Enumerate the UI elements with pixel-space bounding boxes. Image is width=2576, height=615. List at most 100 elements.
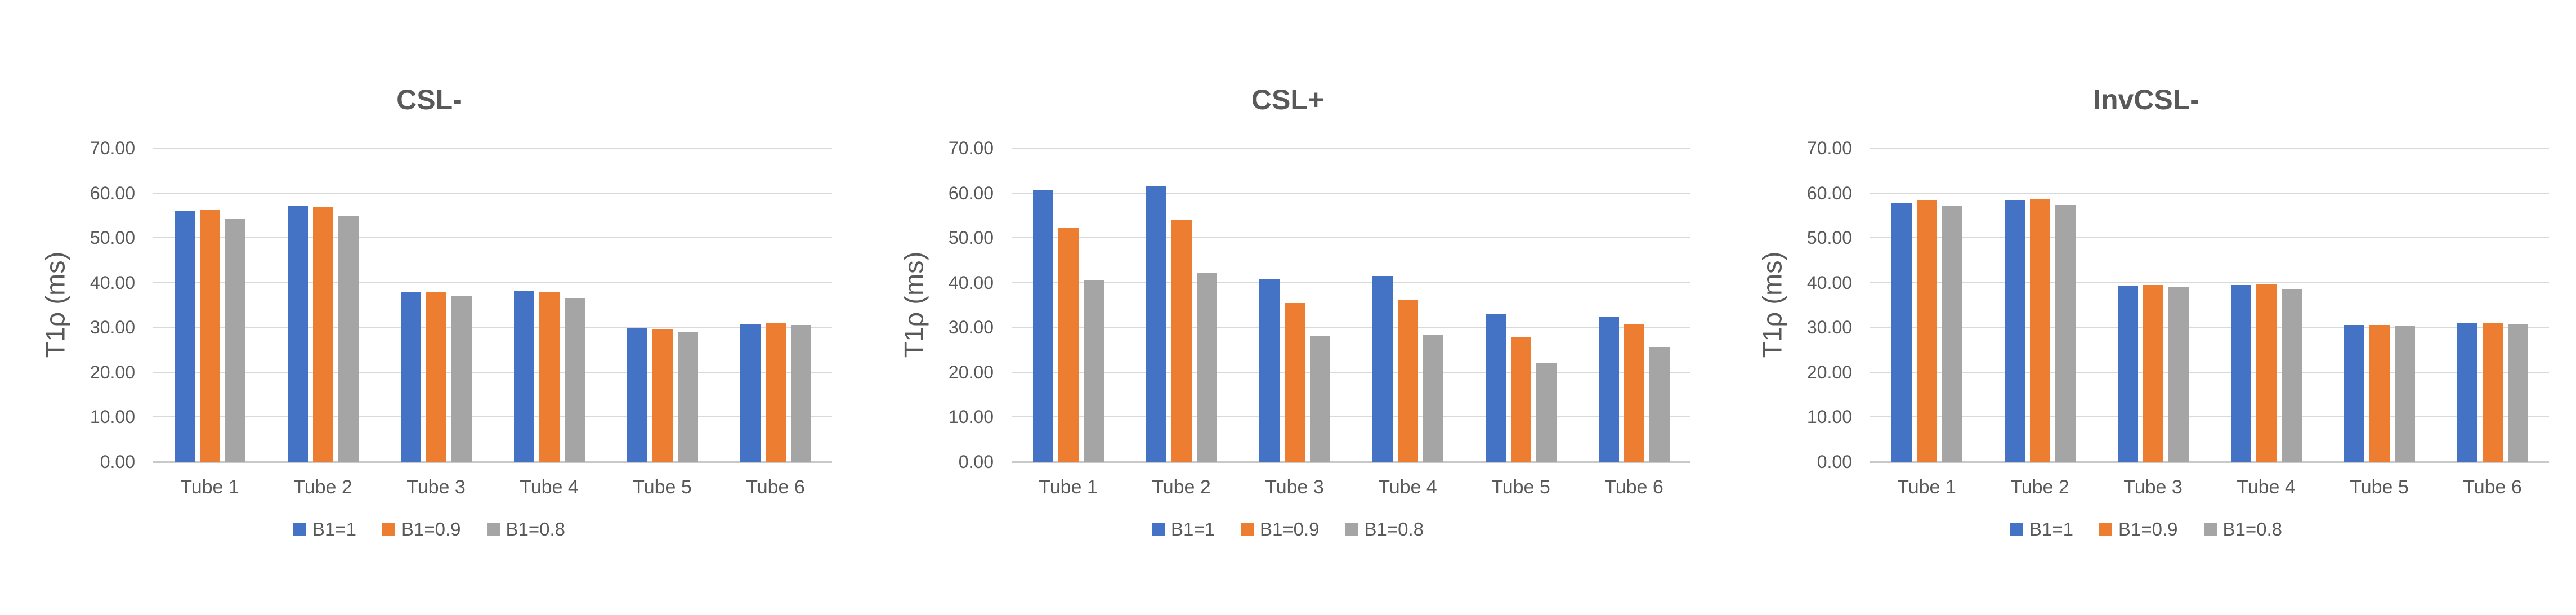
x-category-label: Tube 1 bbox=[1897, 476, 1956, 498]
y-tick-label: 10.00 bbox=[948, 407, 994, 427]
x-category-label: Tube 6 bbox=[746, 476, 805, 498]
legend-label: B1=0.8 bbox=[1364, 519, 1424, 540]
chart-title: CSL- bbox=[396, 84, 462, 115]
gridline bbox=[1870, 193, 2549, 194]
x-axis-line bbox=[1870, 461, 2549, 463]
gridline bbox=[1012, 193, 1690, 194]
x-category-label: Tube 1 bbox=[180, 476, 239, 498]
legend-label: B1=1 bbox=[1170, 519, 1215, 540]
y-tick-label: 50.00 bbox=[1806, 228, 1852, 248]
bar bbox=[1259, 279, 1280, 462]
legend-label: B1=0.8 bbox=[2222, 519, 2283, 540]
x-category-label: Tube 3 bbox=[406, 476, 466, 498]
y-tick-label: 30.00 bbox=[1806, 317, 1852, 337]
bar bbox=[740, 324, 761, 462]
bar bbox=[2231, 285, 2251, 462]
legend-item: B1=0.9 bbox=[2099, 519, 2178, 540]
y-tick-label: 10.00 bbox=[90, 407, 135, 427]
bar bbox=[1058, 228, 1079, 462]
x-category-label: Tube 6 bbox=[2463, 476, 2522, 498]
bar bbox=[2508, 324, 2528, 462]
y-tick-label: 10.00 bbox=[1806, 407, 1852, 427]
y-tick-label: 40.00 bbox=[948, 273, 994, 293]
legend-swatch-icon bbox=[2203, 523, 2217, 536]
gridline bbox=[153, 416, 832, 417]
legend-item: B1=0.9 bbox=[382, 520, 461, 538]
bar bbox=[2457, 323, 2477, 462]
gridline bbox=[1870, 416, 2549, 417]
bar bbox=[200, 210, 220, 462]
chart-title: InvCSL- bbox=[2093, 84, 2199, 115]
x-axis-line bbox=[153, 461, 832, 463]
bar bbox=[313, 207, 333, 462]
legend-label: B1=0.9 bbox=[2118, 519, 2178, 540]
bar bbox=[1033, 190, 1053, 462]
gridline bbox=[1870, 327, 2549, 328]
bar bbox=[627, 328, 647, 462]
bar bbox=[1285, 303, 1305, 462]
y-tick-label: 20.00 bbox=[90, 362, 135, 382]
bar bbox=[1917, 200, 1937, 462]
y-tick-label: 60.00 bbox=[90, 183, 135, 203]
x-category-label: Tube 4 bbox=[1378, 476, 1437, 498]
bar bbox=[539, 292, 560, 462]
gridline bbox=[1012, 237, 1690, 238]
bar bbox=[1171, 220, 1192, 462]
bar bbox=[2369, 325, 2390, 462]
bar bbox=[2055, 205, 2076, 462]
legend-swatch-icon bbox=[2010, 523, 2023, 536]
legend-item: B1=0.8 bbox=[1345, 519, 1424, 540]
y-tick-label: 0.00 bbox=[1817, 452, 1852, 472]
x-category-label: Tube 2 bbox=[293, 476, 352, 498]
gridline bbox=[1012, 282, 1690, 283]
legend-swatch-icon bbox=[2099, 523, 2112, 536]
gridline bbox=[1870, 282, 2549, 283]
gridline bbox=[153, 193, 832, 194]
chart-panel-csl-minus: CSL- 70.00 60.00 50.00 40.00 30.00 20.00 10.00 0… bbox=[0, 0, 858, 615]
bar bbox=[514, 291, 534, 462]
gridline bbox=[1012, 148, 1690, 149]
gridline bbox=[1870, 237, 2549, 238]
legend-label: B1=1 bbox=[312, 519, 356, 540]
bar bbox=[2344, 325, 2364, 462]
y-tick-label: 0.00 bbox=[100, 452, 135, 472]
bar bbox=[1146, 186, 1166, 462]
bar bbox=[1536, 363, 1557, 462]
y-tick-label: 20.00 bbox=[1806, 362, 1852, 382]
bar bbox=[1197, 273, 1217, 462]
bar bbox=[2030, 199, 2050, 462]
legend: B1=1 B1=0.9 B1=0.8 bbox=[1717, 519, 2575, 540]
bar bbox=[1423, 335, 1443, 462]
chart-title: CSL+ bbox=[1251, 84, 1325, 115]
legend-label: B1=0.8 bbox=[506, 519, 566, 540]
y-tick-label: 70.00 bbox=[90, 138, 135, 158]
gridline bbox=[153, 372, 832, 373]
bar bbox=[1599, 317, 1619, 462]
legend-item: B1=0.9 bbox=[1240, 519, 1320, 540]
bar bbox=[1398, 300, 1418, 462]
bar bbox=[1624, 324, 1644, 462]
x-category-label: Tube 2 bbox=[1152, 476, 1211, 498]
y-tick-label: 30.00 bbox=[90, 317, 135, 337]
bar bbox=[426, 292, 446, 462]
bar bbox=[1891, 203, 1912, 462]
y-tick-label: 20.00 bbox=[948, 362, 994, 382]
bar bbox=[678, 332, 698, 462]
x-category-label: Tube 5 bbox=[2350, 476, 2409, 498]
x-axis-line bbox=[1012, 461, 1690, 463]
legend-swatch-icon bbox=[382, 523, 395, 536]
bar bbox=[2143, 285, 2163, 462]
gridline bbox=[153, 237, 832, 238]
chart-panel-invcsl-minus: InvCSL- 70.00 60.00 50.00 40.00 30.00 20.00 10.… bbox=[1717, 0, 2575, 615]
legend-item: B1=1 bbox=[293, 519, 356, 540]
bar bbox=[288, 206, 308, 462]
bar bbox=[2005, 200, 2025, 462]
legend-swatch-icon bbox=[1151, 523, 1165, 536]
bar bbox=[2483, 323, 2503, 462]
x-category-label: Tube 2 bbox=[2010, 476, 2069, 498]
bar bbox=[1942, 206, 1962, 462]
gridline bbox=[1870, 372, 2549, 373]
gridline bbox=[1012, 416, 1690, 417]
legend-label: B1=0.9 bbox=[1259, 519, 1320, 540]
bar bbox=[766, 323, 786, 462]
